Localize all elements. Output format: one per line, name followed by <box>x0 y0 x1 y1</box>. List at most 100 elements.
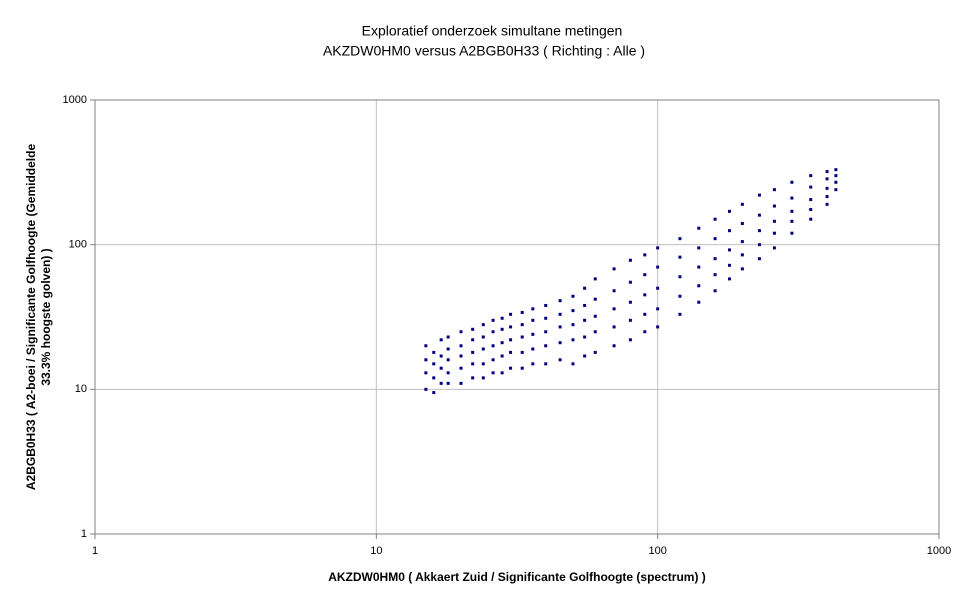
point <box>424 358 428 362</box>
point <box>583 303 587 307</box>
point <box>740 202 744 206</box>
point <box>809 174 813 178</box>
point <box>509 366 513 370</box>
point <box>500 327 504 331</box>
point <box>593 314 597 318</box>
point <box>643 273 647 277</box>
point <box>520 335 524 339</box>
y-axis-label-line: A2BGB0H33 ( A2-boei / Significante Golfh… <box>24 144 38 491</box>
point <box>643 312 647 316</box>
point <box>531 332 535 336</box>
point <box>643 293 647 297</box>
point <box>713 237 717 241</box>
point <box>459 381 463 385</box>
point <box>459 344 463 348</box>
point <box>531 362 535 366</box>
point <box>825 202 829 206</box>
point <box>424 387 428 391</box>
point <box>491 358 495 362</box>
point <box>656 265 660 269</box>
x-axis-label: AKZDW0HM0 ( Akkaert Zuid / Significante … <box>328 570 706 584</box>
point <box>446 381 450 385</box>
point <box>612 267 616 271</box>
point <box>500 341 504 345</box>
point <box>790 219 794 223</box>
point <box>825 177 829 181</box>
point <box>439 338 443 342</box>
point <box>446 371 450 375</box>
point <box>643 330 647 334</box>
point <box>593 297 597 301</box>
point <box>491 318 495 322</box>
point <box>825 195 829 199</box>
point <box>583 318 587 322</box>
y-tick-label: 1000 <box>63 94 87 106</box>
point <box>481 376 485 380</box>
point <box>531 347 535 351</box>
point <box>439 354 443 358</box>
point <box>544 303 548 307</box>
point <box>544 344 548 348</box>
point <box>481 362 485 366</box>
point <box>544 362 548 366</box>
point <box>612 344 616 348</box>
point <box>678 237 682 241</box>
point <box>678 255 682 259</box>
point <box>471 350 475 354</box>
point <box>558 325 562 329</box>
point <box>713 217 717 221</box>
point <box>571 338 575 342</box>
point <box>727 263 731 267</box>
point <box>459 366 463 370</box>
point <box>809 208 813 212</box>
point <box>432 376 436 380</box>
y-tick-label: 10 <box>75 383 87 395</box>
point <box>509 312 513 316</box>
point <box>471 338 475 342</box>
point <box>678 312 682 316</box>
y-axis-label-line: 33.3% hoogste golven) ) <box>39 248 53 385</box>
point <box>583 354 587 358</box>
plot-frame <box>94 99 940 535</box>
point <box>571 362 575 366</box>
point <box>643 253 647 257</box>
point <box>481 335 485 339</box>
point <box>432 350 436 354</box>
chart-subtitle: AKZDW0HM0 versus A2BGB0H33 ( Richting : … <box>323 43 645 59</box>
point <box>790 231 794 235</box>
point <box>593 350 597 354</box>
point <box>544 330 548 334</box>
point <box>790 180 794 184</box>
point <box>571 323 575 327</box>
point <box>459 354 463 358</box>
point <box>713 273 717 277</box>
point <box>740 240 744 244</box>
point <box>809 217 813 221</box>
point <box>612 325 616 329</box>
point <box>446 335 450 339</box>
point <box>697 265 701 269</box>
point <box>772 246 776 250</box>
point <box>757 257 761 261</box>
point <box>509 350 513 354</box>
x-tick-label: 1000 <box>927 545 951 557</box>
point <box>740 267 744 271</box>
point <box>727 248 731 252</box>
point <box>531 307 535 311</box>
point <box>612 307 616 311</box>
point <box>500 316 504 320</box>
point <box>424 371 428 375</box>
point <box>571 294 575 298</box>
x-tick-label: 10 <box>370 545 382 557</box>
point <box>471 327 475 331</box>
point <box>500 371 504 375</box>
point <box>531 318 535 322</box>
point <box>612 289 616 293</box>
y-axis-label: A2BGB0H33 ( A2-boei / Significante Golfh… <box>24 144 53 491</box>
point <box>740 253 744 257</box>
point <box>757 193 761 197</box>
point <box>697 246 701 250</box>
point <box>583 335 587 339</box>
